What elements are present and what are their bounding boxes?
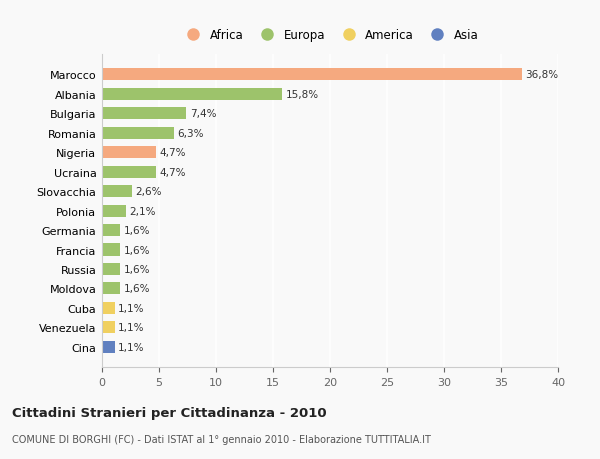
Text: 1,1%: 1,1% (118, 342, 145, 352)
Bar (102, 186, 131, 198)
Text: Cittadini Stranieri per Cittadinanza - 2010: Cittadini Stranieri per Cittadinanza - 2… (12, 406, 326, 419)
Bar (102, 205, 126, 217)
Bar (102, 166, 155, 179)
Text: 4,7%: 4,7% (159, 168, 185, 177)
Bar (102, 147, 155, 159)
Text: 4,7%: 4,7% (159, 148, 185, 158)
Text: 2,6%: 2,6% (135, 187, 161, 197)
Bar (102, 69, 521, 81)
Text: 36,8%: 36,8% (525, 70, 558, 80)
Text: 6,3%: 6,3% (177, 129, 204, 139)
Text: 15,8%: 15,8% (286, 90, 319, 100)
Bar (102, 322, 115, 334)
Bar (102, 341, 115, 353)
Bar (102, 244, 120, 256)
Bar (102, 89, 282, 101)
Bar (102, 283, 120, 295)
Bar (102, 224, 120, 236)
Bar (102, 128, 174, 140)
Legend: Africa, Europa, America, Asia: Africa, Europa, America, Asia (179, 27, 481, 45)
Bar (102, 302, 115, 314)
Text: 2,1%: 2,1% (130, 206, 156, 216)
Text: 1,6%: 1,6% (124, 264, 150, 274)
Text: 1,6%: 1,6% (124, 284, 150, 294)
Text: 1,6%: 1,6% (124, 245, 150, 255)
Text: 7,4%: 7,4% (190, 109, 216, 119)
Text: COMUNE DI BORGHI (FC) - Dati ISTAT al 1° gennaio 2010 - Elaborazione TUTTITALIA.: COMUNE DI BORGHI (FC) - Dati ISTAT al 1°… (12, 434, 431, 444)
Text: 1,1%: 1,1% (118, 303, 145, 313)
Text: 1,6%: 1,6% (124, 225, 150, 235)
Text: 1,1%: 1,1% (118, 323, 145, 333)
Bar (102, 263, 120, 275)
Bar (102, 108, 187, 120)
